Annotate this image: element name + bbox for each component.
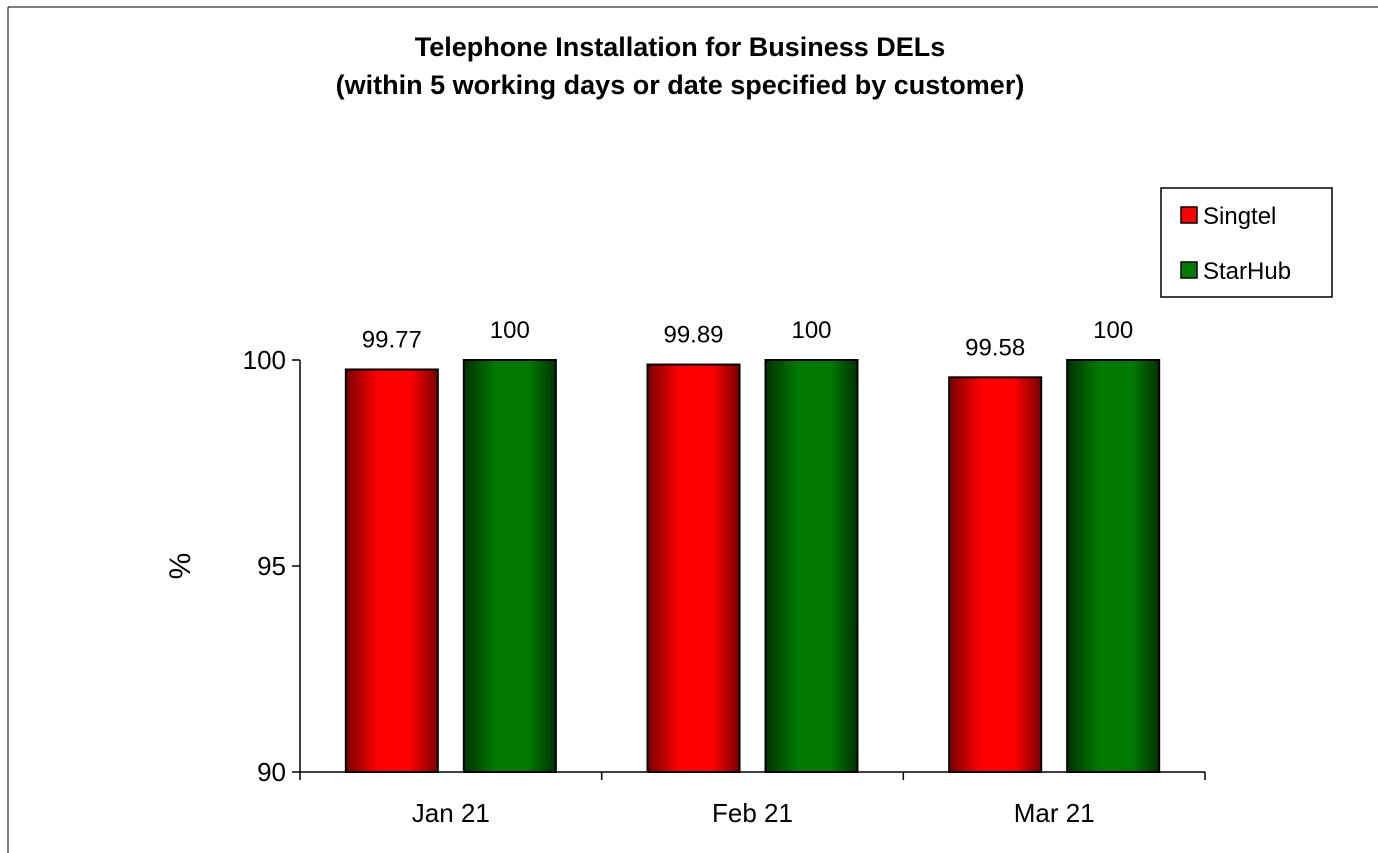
y-tick-label: 95	[257, 551, 286, 581]
y-axis-label: %	[164, 553, 197, 580]
chart-title-line-2: (within 5 working days or date specified…	[336, 70, 1025, 100]
x-tick-label: Feb 21	[712, 798, 793, 828]
bar-singtel-2	[948, 376, 1043, 773]
x-tick-labels: Jan 21 Feb 21 Mar 21	[412, 798, 1095, 828]
data-label-singtel-0: 99.77	[362, 326, 422, 353]
data-label-singtel-1: 99.89	[663, 322, 723, 349]
bar-singtel-0	[344, 368, 439, 773]
data-label-starhub-1: 100	[791, 317, 831, 344]
legend-swatch-starhub	[1180, 261, 1198, 279]
x-ticks	[299, 772, 1206, 780]
legend-swatch-singtel	[1180, 206, 1198, 224]
legend-box	[1160, 187, 1333, 298]
data-label-singtel-2: 99.58	[965, 334, 1025, 361]
y-tick-label: 100	[243, 345, 286, 375]
x-tick-label: Jan 21	[412, 798, 490, 828]
legend-label-starhub: StarHub	[1203, 258, 1291, 285]
y-tick-label: 90	[257, 757, 286, 787]
bar-singtel-1	[646, 363, 741, 773]
bar-starhub-2	[1066, 359, 1161, 773]
y-ticks: 90 95 100	[243, 345, 300, 787]
chart-title-line-1: Telephone Installation for Business DELs	[415, 32, 946, 62]
data-label-starhub-0: 100	[490, 317, 530, 344]
bar-starhub-1	[764, 359, 859, 773]
bars	[344, 359, 1161, 773]
legend-label-singtel: Singtel	[1203, 203, 1276, 230]
bar-starhub-0	[462, 359, 557, 773]
data-labels: 99.77 100 99.89 100 99.58 100	[362, 317, 1133, 361]
legend: Singtel StarHub	[1160, 187, 1333, 298]
data-label-starhub-2: 100	[1093, 317, 1133, 344]
x-tick-label: Mar 21	[1014, 798, 1095, 828]
